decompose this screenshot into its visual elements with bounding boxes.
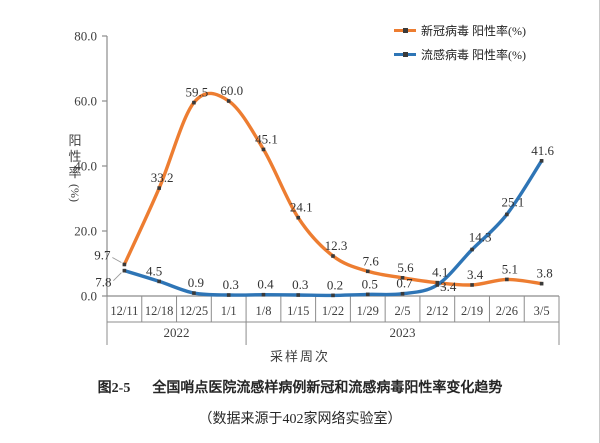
- y-tick-label: 80.0: [74, 29, 97, 44]
- flu-data-label: 0.5: [362, 276, 378, 291]
- x-tick-label: 1/29: [357, 304, 379, 318]
- y-tick-label: 20.0: [74, 224, 97, 239]
- covid-data-label: 3.4: [467, 267, 484, 282]
- data-label-leader: [112, 257, 122, 263]
- covid-data-point-marker: [505, 277, 509, 282]
- flu-data-point-marker: [331, 293, 335, 298]
- flu-data-label: 0.9: [188, 275, 204, 290]
- y-axis-title-char: 性: [68, 149, 82, 164]
- x-axis-title: 采样周次: [269, 349, 330, 364]
- figure-title: 全国哨点医院流感样病例新冠和流感病毒阳性率变化趋势: [152, 381, 503, 396]
- flu-data-label: 3.4: [440, 279, 457, 294]
- flu-data-label: 0.3: [292, 277, 308, 292]
- x-tick-label: 1/15: [287, 304, 309, 318]
- x-tick-label: 1/1: [221, 304, 237, 318]
- flu-line-swatch: [394, 51, 416, 57]
- chart-legend: 新冠病毒 阳性率(%) 流感病毒 阳性率(%): [394, 22, 526, 62]
- covid-data-point-marker: [539, 281, 544, 286]
- flu-data-point-marker: [470, 247, 474, 252]
- year-label: 2022: [164, 325, 190, 340]
- covid-data-label: 5.1: [502, 261, 518, 276]
- flu-data-label: 41.6: [531, 143, 554, 158]
- x-tick-label: 3/5: [534, 304, 550, 318]
- flu-data-label: 14.3: [469, 230, 492, 245]
- covid-data-label: 24.1: [290, 200, 313, 215]
- covid-data-label: 12.3: [325, 238, 348, 253]
- x-tick-label: 12/18: [145, 304, 173, 318]
- year-label: 2023: [390, 325, 416, 340]
- flu-data-label: 4.5: [146, 263, 162, 278]
- flu-data-label: 7.8: [95, 275, 111, 290]
- covid-data-point-marker: [122, 262, 127, 267]
- x-tick-label: 2/19: [461, 304, 483, 318]
- covid-marker-swatch: [403, 27, 408, 33]
- covid-data-label: 3.8: [536, 266, 552, 281]
- covid-data-label: 5.6: [397, 260, 414, 275]
- covid-data-point-marker: [470, 283, 474, 287]
- covid-data-point-marker: [365, 269, 370, 274]
- flu-data-point-marker: [400, 291, 405, 296]
- y-tick-label: 40.0: [74, 159, 97, 174]
- covid-data-point-marker: [400, 276, 405, 280]
- covid-data-point-marker: [157, 186, 161, 190]
- x-tick-label: 12/11: [110, 304, 138, 318]
- covid-data-label: 59.5: [186, 85, 209, 100]
- figure-caption: 图2-5 全国哨点医院流感样病例新冠和流感病毒阳性率变化趋势: [0, 377, 599, 397]
- covid-data-point-marker: [192, 100, 196, 105]
- flu-data-point-marker: [365, 292, 370, 297]
- data-label-leader: [113, 272, 122, 281]
- covid-data-point-marker: [331, 254, 335, 258]
- flu-data-label: 0.4: [257, 277, 274, 292]
- flu-data-label: 0.7: [396, 276, 413, 291]
- legend-item-flu: 流感病毒 阳性率(%): [394, 46, 526, 62]
- x-tick-label: 2/12: [426, 304, 448, 318]
- flu-data-point-marker: [122, 268, 127, 273]
- flu-data-point-marker: [435, 283, 440, 287]
- flu-data-point-marker: [539, 159, 544, 163]
- covid-data-label: 45.1: [255, 131, 278, 146]
- covid-data-label: 33.2: [151, 170, 174, 185]
- flu-data-point-marker: [505, 212, 509, 217]
- y-axis-title-char: 阳: [68, 133, 82, 148]
- flu-legend-label: 流感病毒 阳性率(%): [421, 47, 526, 62]
- covid-data-label: 7.6: [363, 253, 380, 268]
- data-label-leader: [440, 285, 446, 289]
- y-axis-unit-text: (%): [68, 184, 82, 202]
- flu-data-point-marker: [192, 291, 196, 295]
- covid-data-label: 4.1: [432, 265, 448, 280]
- flu-data-label: 0.2: [327, 277, 343, 292]
- covid-data-point-marker: [226, 99, 231, 103]
- covid-data-point-marker: [261, 147, 266, 152]
- x-tick-label: 2/5: [395, 304, 411, 318]
- flu-data-point-marker: [261, 292, 266, 297]
- legend-item-covid: 新冠病毒 阳性率(%): [394, 22, 526, 38]
- covid-legend-label: 新冠病毒 阳性率(%): [421, 23, 526, 38]
- x-tick-label: 2/26: [496, 304, 518, 318]
- figure-number-label: 图2-5: [97, 381, 131, 396]
- y-axis-title: 阳性率 (%): [63, 133, 87, 202]
- covid-data-point-marker: [296, 215, 301, 220]
- y-tick-label: 60.0: [74, 94, 97, 109]
- x-tick-label: 1/22: [322, 304, 344, 318]
- covid-data-label: 60.0: [220, 83, 243, 98]
- flu-data-point-marker: [157, 279, 161, 284]
- covid-line-swatch: [394, 27, 416, 33]
- covid-data-label: 9.7: [94, 247, 111, 262]
- y-tick-label: 0.0: [81, 289, 97, 304]
- covid-data-point-marker: [435, 280, 440, 285]
- flu-data-label: 0.3: [223, 277, 239, 292]
- x-tick-label: 1/8: [255, 304, 271, 318]
- flu-marker-swatch: [403, 51, 408, 57]
- y-axis-title-char: 率: [68, 165, 82, 180]
- y-axis-unit: (%): [63, 181, 87, 202]
- flu-data-point-marker: [296, 293, 301, 297]
- flu-data-point-marker: [226, 293, 231, 297]
- x-tick-label: 12/25: [180, 304, 208, 318]
- figure-source-note: （数据来源于402家网络实验室）: [198, 412, 402, 427]
- flu-data-label: 25.1: [501, 194, 524, 209]
